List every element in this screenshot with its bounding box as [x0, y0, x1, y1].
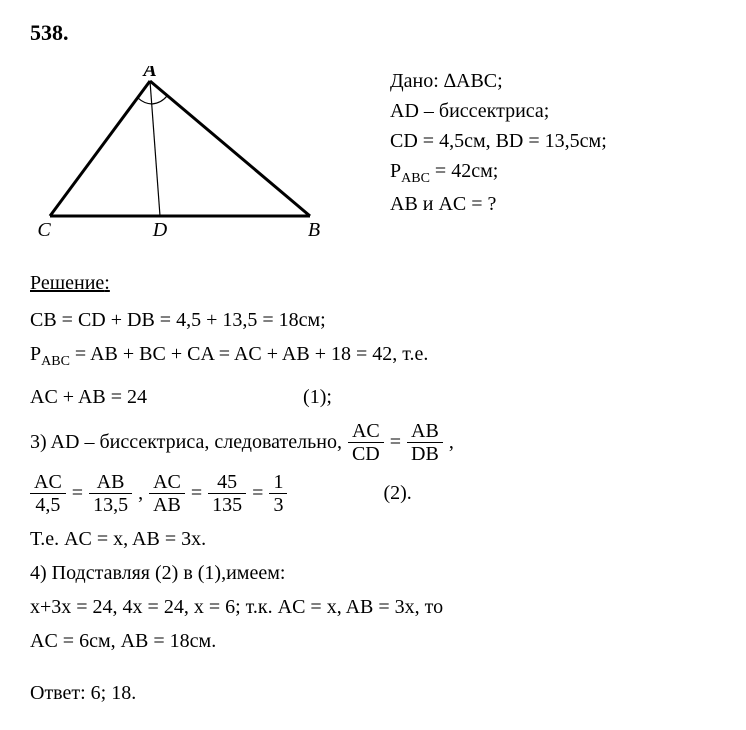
given-line: AD – биссектриса;: [390, 96, 716, 126]
text: = AB + BC + CA = AC + AB + 18 = 42, т.е.: [70, 343, 428, 365]
text: P: [30, 343, 41, 365]
denominator: AB: [149, 494, 185, 516]
fraction: AC AB: [149, 471, 185, 516]
solution-line: PABC = AB + BC + CA = AC + AB + 18 = 42,…: [30, 337, 716, 374]
solution-line: CB = CD + DB = 4,5 + 13,5 = 18см;: [30, 303, 716, 337]
numerator: AC: [30, 471, 66, 494]
text: 3) AD – биссектриса, следовательно,: [30, 425, 342, 459]
given-line: PABC = 42см;: [390, 156, 716, 189]
denominator: 135: [208, 494, 246, 516]
label-d: D: [152, 219, 168, 241]
denominator: DB: [407, 443, 443, 465]
solution-line: AC + AB = 24 (1);: [30, 380, 716, 414]
fraction: AC 4,5: [30, 471, 66, 516]
solution-line: AC 4,5 = AB 13,5 , AC AB = 45 135 = 1 3 …: [30, 471, 716, 516]
text: ,: [138, 476, 143, 510]
problem-number: 538.: [30, 20, 716, 46]
numerator: AC: [348, 420, 384, 443]
solution-title: Решение:: [30, 272, 716, 295]
text: P: [390, 160, 401, 182]
fraction: AB 13,5: [89, 471, 132, 516]
fraction: AC CD: [348, 420, 384, 465]
subscript: ABC: [41, 354, 70, 369]
denominator: 13,5: [89, 494, 132, 516]
fraction: 1 3: [269, 471, 287, 516]
subscript: ABC: [401, 171, 430, 186]
text: =: [72, 476, 83, 510]
denominator: 4,5: [30, 494, 66, 516]
label-a: A: [141, 66, 156, 81]
equation-ref: (2).: [383, 476, 411, 510]
denominator: CD: [348, 443, 384, 465]
numerator: 1: [269, 471, 287, 494]
label-c: C: [37, 219, 51, 241]
fraction: 45 135: [208, 471, 246, 516]
solution-body: CB = CD + DB = 4,5 + 13,5 = 18см; PABC =…: [30, 303, 716, 710]
numerator: 45: [208, 471, 246, 494]
given-block: Дано: ∆ABC; AD – биссектриса; CD = 4,5см…: [390, 66, 716, 247]
text: ,: [449, 425, 454, 459]
triangle-diagram: A C D B: [30, 66, 340, 247]
given-line: AB и AC = ?: [390, 189, 716, 219]
text: = 42см;: [430, 160, 498, 182]
solution-line: x+3x = 24, 4x = 24, x = 6; т.к. AC = x, …: [30, 590, 716, 624]
denominator: 3: [269, 494, 287, 516]
numerator: AB: [89, 471, 132, 494]
text: =: [191, 476, 202, 510]
solution-line: AC = 6см, AB = 18см.: [30, 624, 716, 658]
solution-line: Т.е. AC = x, AB = 3x.: [30, 522, 716, 556]
given-line: CD = 4,5см, BD = 13,5см;: [390, 126, 716, 156]
answer-line: Ответ: 6; 18.: [30, 676, 716, 710]
text: =: [390, 425, 401, 459]
given-line: Дано: ∆ABC;: [390, 66, 716, 96]
top-section: A C D B Дано: ∆ABC; AD – биссектриса; CD…: [30, 66, 716, 247]
numerator: AB: [407, 420, 443, 443]
text: AC + AB = 24: [30, 380, 147, 414]
label-b: B: [308, 219, 320, 241]
fraction: AB DB: [407, 420, 443, 465]
text: =: [252, 476, 263, 510]
solution-line: 3) AD – биссектриса, следовательно, AC C…: [30, 420, 716, 465]
solution-line: 4) Подставляя (2) в (1),имеем:: [30, 556, 716, 590]
numerator: AC: [149, 471, 185, 494]
equation-ref: (1);: [303, 380, 332, 414]
